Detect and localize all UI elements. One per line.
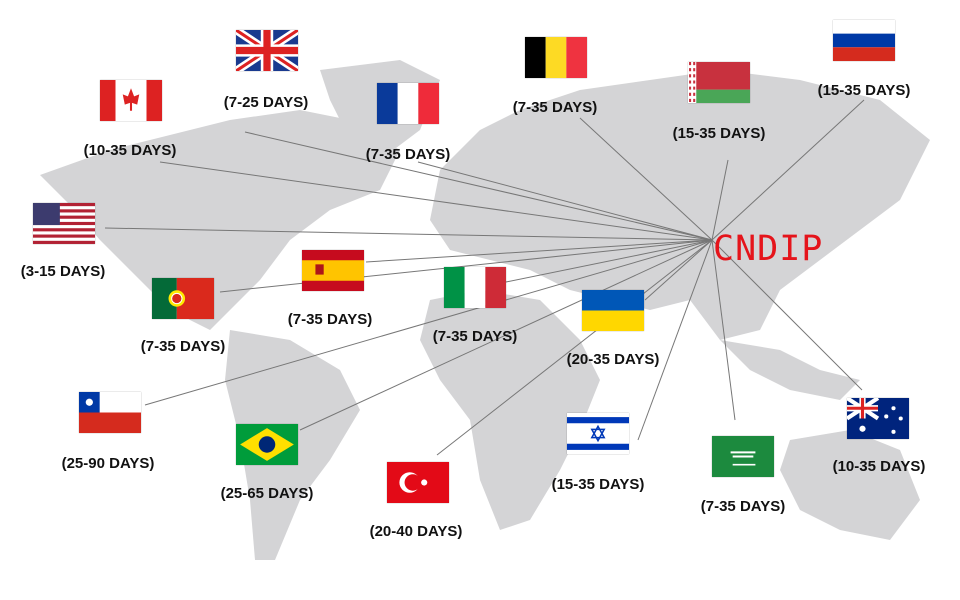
route-line	[436, 239, 713, 456]
saudi-flag-icon	[712, 436, 774, 477]
delivery-time-label: (7-35 DAYS)	[512, 99, 598, 116]
spain-flag-icon	[302, 250, 364, 291]
africa	[420, 290, 600, 530]
route-line	[637, 239, 713, 441]
delivery-time-label: (7-25 DAYS)	[223, 94, 309, 111]
belgium-flag-icon	[525, 37, 587, 78]
route-line	[711, 159, 729, 241]
portugal-flag-icon	[152, 278, 214, 319]
southeast-asia	[720, 340, 860, 400]
delivery-time-label: (15-35 DAYS)	[551, 476, 645, 493]
delivery-time-label: (20-40 DAYS)	[369, 523, 463, 540]
delivery-time-label: (10-35 DAYS)	[832, 458, 926, 475]
australia-flag-icon	[847, 398, 909, 439]
delivery-time-label: (7-35 DAYS)	[140, 338, 226, 355]
delivery-time-label: (7-35 DAYS)	[700, 498, 786, 515]
route-line	[711, 239, 863, 391]
delivery-time-label: (7-35 DAYS)	[365, 146, 451, 163]
north-america	[40, 110, 400, 330]
brazil-flag-icon	[236, 424, 298, 465]
delivery-time-label: (3-15 DAYS)	[20, 263, 106, 280]
chile-flag-icon	[79, 392, 141, 433]
route-line	[711, 99, 865, 241]
belarus-flag-icon	[688, 62, 750, 103]
delivery-time-label: (25-65 DAYS)	[220, 485, 314, 502]
route-line	[244, 131, 713, 241]
italy-flag-icon	[444, 267, 506, 308]
route-line	[159, 161, 713, 241]
uk-flag-icon	[236, 30, 298, 71]
route-line	[299, 239, 713, 431]
route-line	[505, 239, 713, 283]
route-line	[417, 161, 713, 241]
canada-flag-icon	[100, 80, 162, 121]
delivery-time-label: (10-35 DAYS)	[83, 142, 177, 159]
delivery-time-label: (20-35 DAYS)	[566, 351, 660, 368]
israel-flag-icon	[567, 413, 629, 454]
hub-label: CNDIP	[713, 229, 824, 269]
australia-landmass	[780, 430, 920, 540]
route-line	[365, 239, 713, 263]
delivery-time-label: (7-35 DAYS)	[432, 328, 518, 345]
usa-flag-icon	[33, 203, 95, 244]
delivery-time-label: (15-35 DAYS)	[672, 125, 766, 142]
france-flag-icon	[377, 83, 439, 124]
delivery-time-label: (15-35 DAYS)	[817, 82, 911, 99]
ukraine-flag-icon	[582, 290, 644, 331]
route-line	[711, 239, 736, 421]
delivery-time-label: (7-35 DAYS)	[287, 311, 373, 328]
russia-flag-icon	[833, 20, 895, 61]
route-line	[144, 239, 713, 406]
route-line	[104, 227, 713, 241]
route-line	[579, 117, 713, 241]
route-line	[644, 239, 713, 301]
turkey-flag-icon	[387, 462, 449, 503]
delivery-time-label: (25-90 DAYS)	[61, 455, 155, 472]
